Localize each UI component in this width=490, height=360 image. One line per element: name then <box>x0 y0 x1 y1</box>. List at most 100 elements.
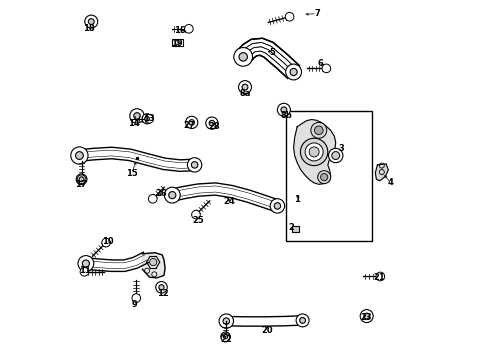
Polygon shape <box>171 183 279 212</box>
Circle shape <box>77 175 86 184</box>
Text: 10: 10 <box>101 238 113 246</box>
Circle shape <box>187 158 202 172</box>
Circle shape <box>88 19 94 24</box>
Circle shape <box>332 152 340 159</box>
Circle shape <box>186 116 198 129</box>
Text: 27: 27 <box>183 121 195 130</box>
Text: 12: 12 <box>157 289 169 298</box>
Circle shape <box>305 143 323 161</box>
Text: 21: 21 <box>373 274 385 282</box>
Polygon shape <box>237 38 299 78</box>
Circle shape <box>189 120 195 125</box>
Circle shape <box>145 117 149 121</box>
Circle shape <box>149 258 157 266</box>
Circle shape <box>185 24 193 33</box>
Text: 26: 26 <box>156 189 168 198</box>
Text: 8b: 8b <box>280 111 292 120</box>
Circle shape <box>76 174 87 185</box>
Circle shape <box>78 256 94 271</box>
Circle shape <box>130 109 144 123</box>
Circle shape <box>322 64 331 73</box>
Circle shape <box>85 15 98 28</box>
Text: 20: 20 <box>262 326 273 335</box>
Text: 14: 14 <box>128 118 140 127</box>
Circle shape <box>192 162 198 168</box>
Circle shape <box>102 238 110 247</box>
Circle shape <box>82 260 90 267</box>
Circle shape <box>364 313 369 319</box>
Circle shape <box>320 174 328 181</box>
Text: 13: 13 <box>143 113 154 122</box>
Circle shape <box>221 332 230 341</box>
Circle shape <box>270 199 285 213</box>
Circle shape <box>164 187 180 203</box>
Bar <box>292 226 299 232</box>
Circle shape <box>156 282 167 293</box>
Circle shape <box>242 84 248 90</box>
Circle shape <box>309 147 319 157</box>
Text: 8a: 8a <box>239 89 251 98</box>
Text: 3: 3 <box>339 144 344 153</box>
Circle shape <box>192 210 200 219</box>
Circle shape <box>169 192 176 199</box>
Text: 9: 9 <box>131 300 137 309</box>
Circle shape <box>239 53 247 61</box>
Circle shape <box>223 334 228 339</box>
Circle shape <box>277 103 291 116</box>
Circle shape <box>296 314 309 327</box>
Circle shape <box>145 114 153 123</box>
Circle shape <box>221 333 230 342</box>
Text: 2: 2 <box>289 223 295 232</box>
Text: 17: 17 <box>74 180 86 189</box>
Circle shape <box>274 203 281 209</box>
Circle shape <box>315 126 323 135</box>
Circle shape <box>281 107 287 113</box>
Text: 5: 5 <box>269 48 275 57</box>
Text: 6: 6 <box>318 58 323 68</box>
Circle shape <box>300 138 328 166</box>
Bar <box>286 111 372 241</box>
Circle shape <box>234 48 252 66</box>
Circle shape <box>209 120 215 126</box>
Polygon shape <box>85 252 148 271</box>
Circle shape <box>134 113 140 119</box>
Circle shape <box>239 81 251 94</box>
Polygon shape <box>294 120 336 184</box>
Circle shape <box>286 64 301 80</box>
Text: 1: 1 <box>294 195 300 204</box>
Circle shape <box>219 314 233 328</box>
Bar <box>172 39 183 46</box>
Text: 15: 15 <box>126 169 138 178</box>
Text: 28: 28 <box>209 122 220 131</box>
Circle shape <box>80 267 89 276</box>
Text: 18: 18 <box>83 24 94 33</box>
Circle shape <box>75 152 83 159</box>
Text: 23: 23 <box>361 313 372 322</box>
Text: 4: 4 <box>388 178 394 187</box>
Text: 22: 22 <box>220 335 232 343</box>
Circle shape <box>311 122 327 138</box>
Polygon shape <box>79 147 195 171</box>
Circle shape <box>285 12 294 21</box>
Text: 11: 11 <box>79 266 91 275</box>
Circle shape <box>79 177 84 182</box>
Circle shape <box>290 68 297 76</box>
Circle shape <box>328 148 343 163</box>
Circle shape <box>300 318 306 323</box>
Circle shape <box>142 114 152 124</box>
Circle shape <box>223 318 229 324</box>
Circle shape <box>376 272 385 281</box>
Polygon shape <box>375 164 388 181</box>
Circle shape <box>148 194 157 203</box>
Text: 19: 19 <box>171 39 182 48</box>
Polygon shape <box>226 316 303 326</box>
Text: 24: 24 <box>223 197 235 206</box>
Circle shape <box>206 117 218 129</box>
Text: 7: 7 <box>314 9 320 18</box>
Circle shape <box>132 294 141 302</box>
Circle shape <box>71 147 88 164</box>
Circle shape <box>159 285 164 290</box>
Text: 25: 25 <box>192 216 204 225</box>
Circle shape <box>318 171 331 184</box>
Circle shape <box>360 310 373 323</box>
